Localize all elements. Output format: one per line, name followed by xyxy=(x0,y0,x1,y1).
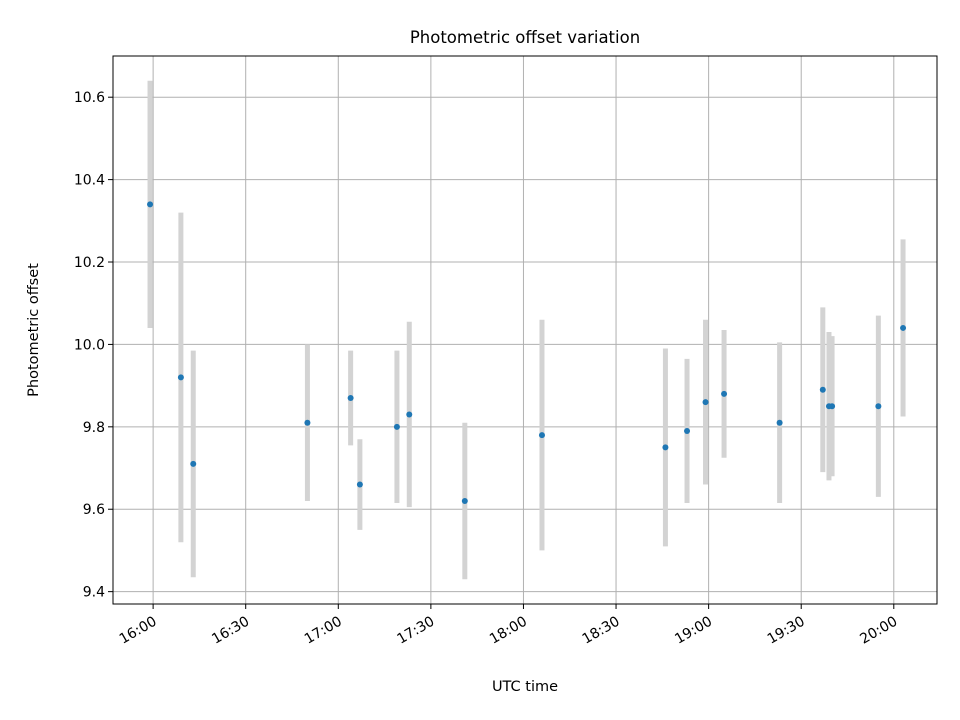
data-point xyxy=(356,481,363,488)
y-axis-ticks: 9.4 9.6 9.8 10.0 10.2 10.4 10.6 xyxy=(74,90,113,601)
data-point xyxy=(538,432,545,439)
data-point xyxy=(147,201,154,208)
data-point xyxy=(819,386,826,393)
x-axis-label: UTC time xyxy=(492,679,558,695)
data-point xyxy=(406,411,413,418)
data-point xyxy=(662,444,669,451)
grid xyxy=(113,56,937,604)
data-point xyxy=(304,419,311,426)
data-point xyxy=(347,394,354,401)
y-tick-label: 10.4 xyxy=(74,173,105,189)
data-point xyxy=(177,374,184,381)
chart-title: Photometric offset variation xyxy=(410,28,640,47)
data-point xyxy=(875,403,882,410)
data-point xyxy=(721,390,728,397)
y-tick-label: 10.0 xyxy=(74,337,105,353)
y-tick-label: 10.6 xyxy=(74,90,105,106)
y-tick-label: 9.4 xyxy=(83,585,105,601)
data-point xyxy=(776,419,783,426)
data-point xyxy=(900,324,907,331)
y-tick-label: 10.2 xyxy=(74,255,105,271)
data-point xyxy=(702,399,709,406)
data-point xyxy=(829,403,836,410)
y-tick-label: 9.8 xyxy=(83,420,105,436)
data-point xyxy=(393,423,400,430)
data-point xyxy=(684,427,691,434)
data-point xyxy=(190,460,197,467)
plot-frame xyxy=(112,55,938,605)
y-tick-label: 9.6 xyxy=(83,502,105,518)
data-point xyxy=(461,497,468,504)
y-axis-label: Photometric offset xyxy=(26,263,42,397)
data-points xyxy=(147,201,907,504)
